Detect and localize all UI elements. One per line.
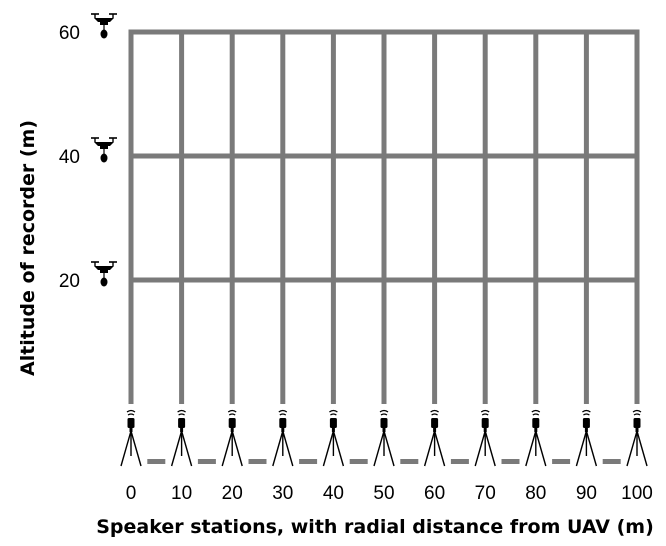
x-tick-label: 0	[126, 483, 137, 504]
x-tick-label: 80	[525, 483, 546, 504]
drone-icon	[91, 137, 117, 163]
ground-dashes	[147, 459, 621, 464]
ground-dash	[299, 459, 318, 464]
tripod-speaker-icon	[423, 409, 446, 467]
tripod-speaker-icon	[373, 409, 395, 467]
x-tick-label: 10	[171, 483, 192, 504]
x-tick-label: 50	[373, 483, 394, 504]
ground-dash	[197, 459, 216, 464]
ground-dash	[501, 459, 520, 464]
x-tick-label: 40	[323, 483, 344, 504]
ground-dash	[602, 459, 621, 464]
y-axis-title: Altitude of recorder (m)	[17, 120, 39, 376]
x-tick-label: 90	[576, 483, 597, 504]
tripod-speaker-icon	[322, 409, 345, 467]
x-tick-label: 30	[272, 483, 293, 504]
ground-dash	[450, 459, 469, 464]
y-tick-label: 20	[59, 271, 80, 292]
x-tick-label: 100	[621, 483, 653, 504]
ground-dash	[248, 459, 267, 464]
x-tick-label: 60	[424, 483, 445, 504]
drone-icon	[91, 261, 117, 287]
x-tick-label: 70	[475, 483, 496, 504]
speaker-stations	[120, 409, 648, 467]
tripod-speaker-icon	[120, 409, 142, 467]
tripod-speaker-icon	[525, 409, 547, 467]
grid-lines	[128, 29, 640, 404]
ground-dash	[552, 459, 571, 464]
recorder-drones	[91, 13, 117, 287]
y-tick-label: 60	[59, 23, 80, 44]
x-axis-title: Speaker stations, with radial distance f…	[96, 516, 654, 538]
x-tick-labels: 0 10 20 30 40 50 60 70 80 90 100	[126, 483, 653, 504]
tripod-speaker-icon	[221, 409, 243, 467]
tripod-speaker-icon	[626, 409, 648, 467]
tripod-speaker-icon	[474, 409, 496, 467]
tripod-speaker-icon	[272, 409, 294, 467]
y-tick-labels: 20 40 60	[59, 23, 80, 292]
drone-icon	[91, 13, 117, 39]
ground-dash	[400, 459, 419, 464]
ground-dash	[147, 459, 166, 464]
tripod-speaker-icon	[575, 409, 598, 467]
y-tick-label: 40	[59, 147, 80, 168]
x-tick-label: 20	[222, 483, 243, 504]
tripod-speaker-icon	[170, 409, 193, 467]
ground-dash	[349, 459, 368, 464]
